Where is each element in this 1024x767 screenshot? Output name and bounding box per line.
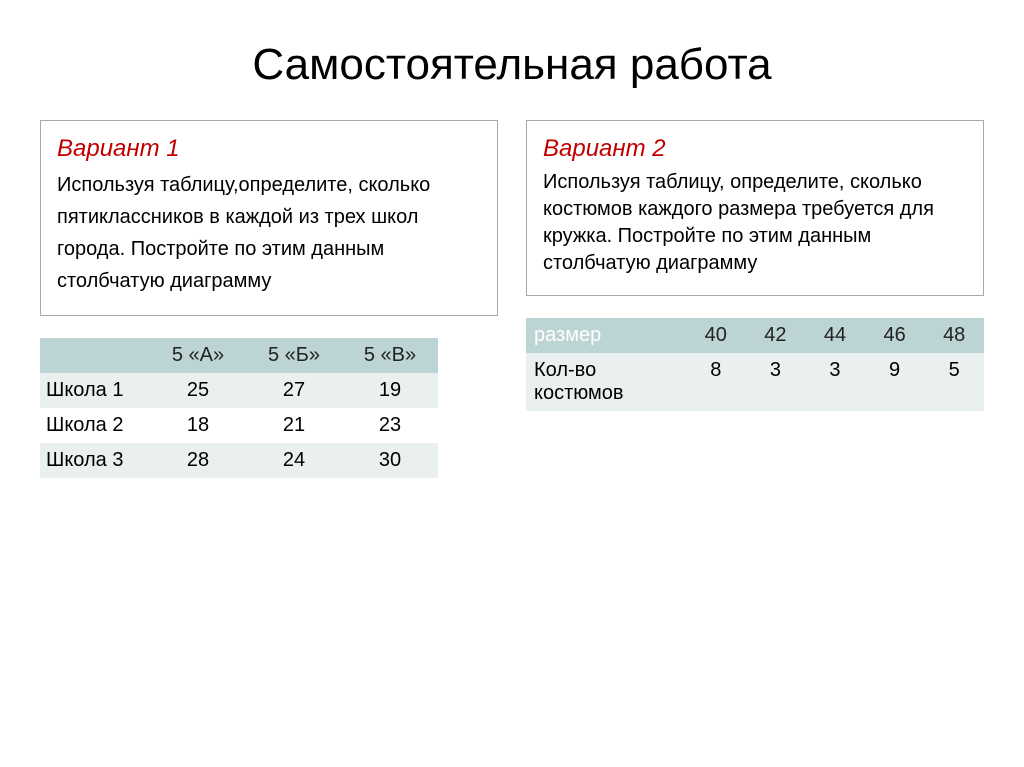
column-variant-1: Вариант 1 Используя таблицу,определите, … [40, 120, 498, 478]
variant2-text: Используя таблицу, определите, сколько к… [543, 169, 967, 277]
table-header-blank [40, 338, 150, 373]
variant1-text: Используя таблицу,определите, сколько пя… [57, 169, 481, 297]
table-header-cell: 46 [865, 318, 925, 353]
content-columns: Вариант 1 Используя таблицу,определите, … [0, 120, 1024, 478]
table-header-cell: 5 «Б» [246, 338, 342, 373]
table-header-cell: 40 [686, 318, 746, 353]
table-cell: 9 [865, 353, 925, 411]
table-cell: 3 [746, 353, 806, 411]
table-cell: 23 [342, 408, 438, 443]
variant1-box: Вариант 1 Используя таблицу,определите, … [40, 120, 498, 316]
table-cell: 30 [342, 443, 438, 478]
table-cell: 5 [924, 353, 984, 411]
table-header-label: размер [526, 318, 686, 353]
table-header-cell: 44 [805, 318, 865, 353]
variant1-table: 5 «А» 5 «Б» 5 «В» Школа 1 25 27 19 Школа… [40, 338, 438, 478]
table-header-cell: 48 [924, 318, 984, 353]
table-header-cell: 42 [746, 318, 806, 353]
table-cell: 25 [150, 373, 246, 408]
table-header-row: размер 40 42 44 46 48 [526, 318, 984, 353]
table-row: Школа 2 18 21 23 [40, 408, 438, 443]
variant2-heading: Вариант 2 [543, 135, 967, 163]
column-variant-2: Вариант 2 Используя таблицу, определите,… [526, 120, 984, 478]
variant2-box: Вариант 2 Используя таблицу, определите,… [526, 120, 984, 296]
table-row-label: Школа 3 [40, 443, 150, 478]
table-row: Кол-во костюмов 8 3 3 9 5 [526, 353, 984, 411]
table-cell: 19 [342, 373, 438, 408]
table-row-label: Школа 2 [40, 408, 150, 443]
table-cell: 8 [686, 353, 746, 411]
table-cell: 28 [150, 443, 246, 478]
table-header-cell: 5 «В» [342, 338, 438, 373]
variant1-heading: Вариант 1 [57, 135, 481, 163]
table-cell: 27 [246, 373, 342, 408]
page-title: Самостоятельная работа [0, 0, 1024, 120]
table-row: Школа 1 25 27 19 [40, 373, 438, 408]
table-cell: 18 [150, 408, 246, 443]
table-row-label: Школа 1 [40, 373, 150, 408]
table-row: Школа 3 28 24 30 [40, 443, 438, 478]
table-cell: 3 [805, 353, 865, 411]
table-cell: 24 [246, 443, 342, 478]
table-row-label: Кол-во костюмов [526, 353, 686, 411]
table-cell: 21 [246, 408, 342, 443]
variant2-table: размер 40 42 44 46 48 Кол-во костюмов 8 … [526, 318, 984, 411]
table-header-row: 5 «А» 5 «Б» 5 «В» [40, 338, 438, 373]
table-header-cell: 5 «А» [150, 338, 246, 373]
